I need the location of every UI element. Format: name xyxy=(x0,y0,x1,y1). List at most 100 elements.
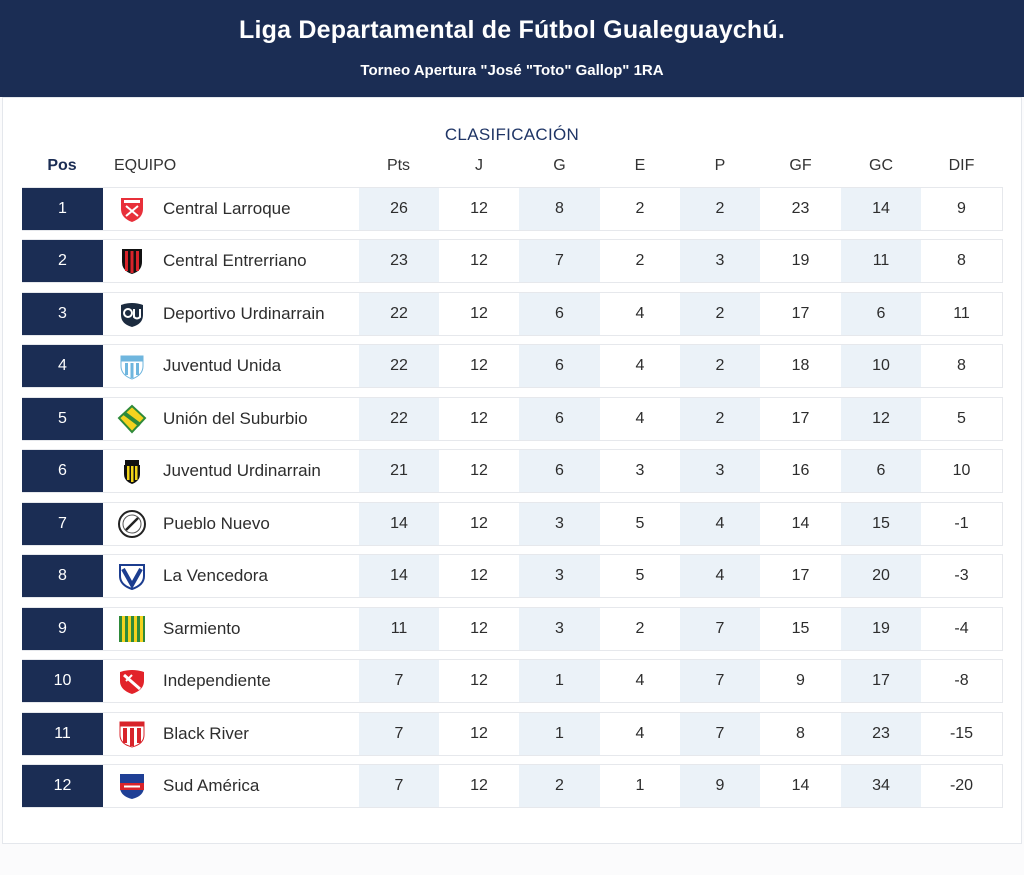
j-cell: 12 xyxy=(470,777,488,794)
union-del-suburbio-crest-icon xyxy=(117,404,147,434)
dif-cell: -4 xyxy=(954,620,969,637)
dif-cell: 8 xyxy=(957,357,966,374)
pts-cell: 7 xyxy=(359,765,439,807)
header-j: J xyxy=(475,157,483,174)
p-cell: 3 xyxy=(680,240,760,282)
table-row[interactable]: 5 Unión del Suburbio 22 12 6 4 2 17 12 5 xyxy=(22,397,1003,441)
dif-cell: -3 xyxy=(954,567,969,584)
p-cell: 7 xyxy=(680,660,760,702)
gc-cell: 11 xyxy=(841,240,921,282)
gc-cell: 34 xyxy=(841,765,921,807)
pts-cell: 7 xyxy=(359,660,439,702)
table-row[interactable]: 10 Independiente 7 12 1 4 7 9 17 -8 xyxy=(22,659,1003,703)
pts-cell: 14 xyxy=(359,555,439,597)
p-cell: 2 xyxy=(680,345,760,387)
pos-cell: 11 xyxy=(22,713,103,755)
gf-cell: 19 xyxy=(791,252,810,269)
deportivo-urdinarrain-crest-icon xyxy=(121,303,143,327)
j-cell: 12 xyxy=(470,725,488,742)
e-cell: 4 xyxy=(635,305,645,322)
team-cell: Juventud Urdinarrain xyxy=(103,450,360,492)
gc-cell: 14 xyxy=(841,188,921,230)
black-river-crest-icon xyxy=(119,721,145,748)
dif-cell: -8 xyxy=(954,672,969,689)
gc-cell: 12 xyxy=(841,398,921,440)
table-row[interactable]: 3 Deportivo Urdinarrain 22 12 6 4 2 17 6… xyxy=(22,292,1003,336)
pts-cell: 23 xyxy=(359,240,439,282)
table-row[interactable]: 2 Central Entrerriano 23 12 7 2 3 19 11 … xyxy=(22,239,1003,283)
dif-cell: 11 xyxy=(953,305,970,322)
pos-cell: 12 xyxy=(22,765,103,807)
table-row[interactable]: 1 Central Larroque 26 12 8 2 2 23 14 9 xyxy=(22,187,1003,231)
team-name: Independiente xyxy=(163,671,271,690)
e-cell: 4 xyxy=(635,357,645,374)
sud-america-crest-icon xyxy=(120,774,144,799)
j-cell: 12 xyxy=(470,305,488,322)
pos-cell: 5 xyxy=(22,398,103,440)
pueblo-nuevo-crest-icon xyxy=(118,510,146,538)
e-cell: 2 xyxy=(635,200,645,217)
team-cell: La Vencedora xyxy=(103,555,360,597)
table-row[interactable]: 8 La Vencedora 14 12 3 5 4 17 20 -3 xyxy=(22,554,1003,598)
p-cell: 9 xyxy=(680,765,760,807)
gf-cell: 23 xyxy=(791,200,810,217)
dif-cell: 9 xyxy=(957,200,966,217)
table-row[interactable]: 7 Pueblo Nuevo 14 12 3 5 4 14 15 -1 xyxy=(22,502,1003,546)
team-name: Juventud Urdinarrain xyxy=(163,461,321,480)
j-cell: 12 xyxy=(470,515,488,532)
table-header: Pos EQUIPO Pts J G E P GF GC DIF xyxy=(0,157,1024,179)
e-cell: 4 xyxy=(635,725,645,742)
table-row[interactable]: 9 Sarmiento 11 12 3 2 7 15 19 -4 xyxy=(22,607,1003,651)
table-row[interactable]: 11 Black River 7 12 1 4 7 8 23 -15 xyxy=(22,712,1003,756)
pos-cell: 2 xyxy=(22,240,103,282)
table-row[interactable]: 4 Juventud Unida 22 12 6 4 2 18 10 8 xyxy=(22,344,1003,388)
e-cell: 2 xyxy=(635,620,645,637)
team-name: Pueblo Nuevo xyxy=(163,514,270,533)
pos-cell: 9 xyxy=(22,608,103,650)
team-cell: Sarmiento xyxy=(103,608,360,650)
e-cell: 1 xyxy=(635,777,645,794)
team-cell: Juventud Unida xyxy=(103,345,360,387)
juventud-urdinarrain-crest-icon xyxy=(124,460,140,484)
e-cell: 3 xyxy=(635,462,645,479)
team-name: Unión del Suburbio xyxy=(163,409,308,428)
gc-cell: 6 xyxy=(841,450,921,492)
league-title: Liga Departamental de Fútbol Gualeguaych… xyxy=(239,16,785,44)
pos-cell: 6 xyxy=(22,450,103,492)
gc-cell: 15 xyxy=(841,503,921,545)
gf-cell: 15 xyxy=(791,620,810,637)
g-cell: 3 xyxy=(519,555,600,597)
dif-cell: 8 xyxy=(957,252,966,269)
g-cell: 7 xyxy=(519,240,600,282)
gc-cell: 20 xyxy=(841,555,921,597)
team-cell: Deportivo Urdinarrain xyxy=(103,293,360,335)
team-name: Central Entrerriano xyxy=(163,251,307,270)
e-cell: 4 xyxy=(635,410,645,427)
central-larroque-crest-icon xyxy=(121,198,143,222)
pts-cell: 22 xyxy=(359,345,439,387)
la-vencedora-crest-icon xyxy=(119,564,145,591)
g-cell: 6 xyxy=(519,398,600,440)
p-cell: 3 xyxy=(680,450,760,492)
table-row[interactable]: 12 Sud América 7 12 2 1 9 14 34 -20 xyxy=(22,764,1003,808)
pts-cell: 26 xyxy=(359,188,439,230)
p-cell: 2 xyxy=(680,293,760,335)
header-pos: Pos xyxy=(47,157,77,174)
team-name: Deportivo Urdinarrain xyxy=(163,304,325,323)
pos-cell: 7 xyxy=(22,503,103,545)
gf-cell: 9 xyxy=(796,672,805,689)
page-header: Liga Departamental de Fútbol Gualeguaych… xyxy=(0,0,1024,97)
p-cell: 7 xyxy=(680,608,760,650)
j-cell: 12 xyxy=(470,672,488,689)
j-cell: 12 xyxy=(470,357,488,374)
table-caption: CLASIFICACIÓN xyxy=(444,125,580,144)
team-name: Sud América xyxy=(163,776,260,795)
j-cell: 12 xyxy=(470,620,488,637)
team-cell: Central Entrerriano xyxy=(103,240,360,282)
p-cell: 2 xyxy=(680,188,760,230)
team-name: Sarmiento xyxy=(163,619,241,638)
pts-cell: 22 xyxy=(359,398,439,440)
pts-cell: 14 xyxy=(359,503,439,545)
table-row[interactable]: 6 Juventud Urdinarrain 21 12 6 3 3 16 6 … xyxy=(22,449,1003,493)
pos-cell: 10 xyxy=(22,660,103,702)
